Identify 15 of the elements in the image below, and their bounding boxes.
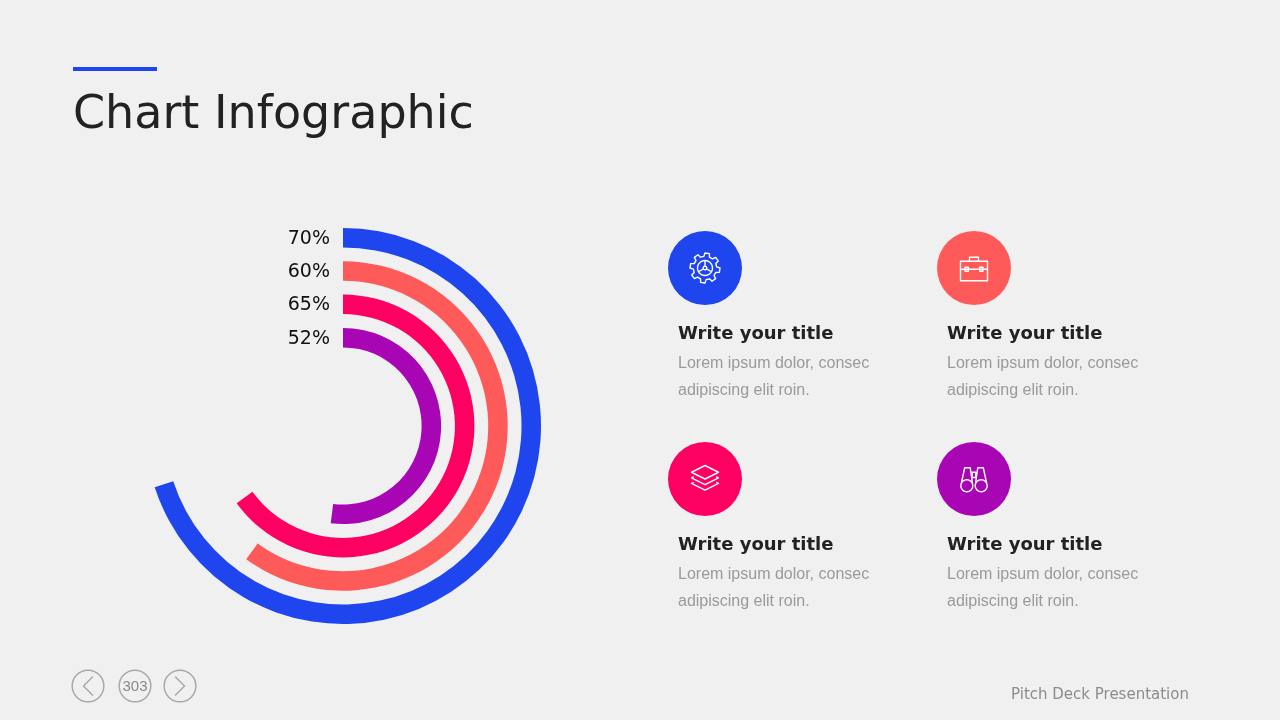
data-label: 52% bbox=[287, 325, 330, 348]
text: Write your title bbox=[947, 322, 1103, 343]
data-label: 70% bbox=[287, 225, 330, 248]
text: Lorem ipsum dolor, consec adipiscing elit roin. bbox=[947, 354, 1139, 398]
text: 303 bbox=[122, 677, 148, 694]
text: Lorem ipsum dolor, consec adipiscing elit roin. bbox=[678, 565, 870, 609]
text: Lorem ipsum dolor, consec adipiscing elit roin. bbox=[947, 565, 1139, 609]
data-label: 60% bbox=[287, 259, 330, 282]
data-label: 65% bbox=[287, 292, 330, 315]
text: Chart Infographic bbox=[73, 85, 474, 139]
text: Lorem ipsum dolor, consec adipiscing elit roin. bbox=[678, 354, 870, 398]
text: Pitch Deck Presentation bbox=[1011, 685, 1189, 703]
text: Write your title bbox=[947, 533, 1103, 554]
text: Write your title bbox=[678, 533, 834, 554]
text: Write your title bbox=[678, 322, 834, 343]
